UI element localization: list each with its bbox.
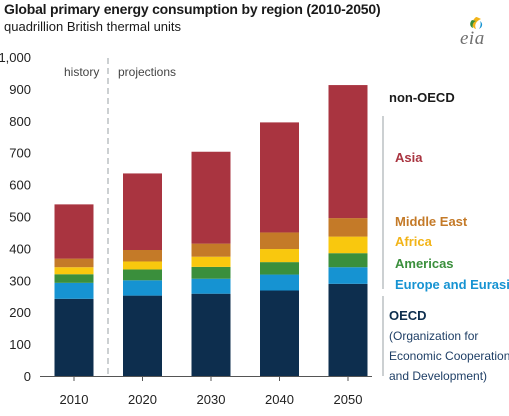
bar-segment xyxy=(260,249,299,263)
bar-segment xyxy=(328,267,368,284)
y-tick-label: 1,000 xyxy=(0,50,31,65)
bar-segment xyxy=(123,261,162,270)
bar-segment xyxy=(123,280,162,296)
y-tick-label: 900 xyxy=(9,82,31,97)
legend-asia: Asia xyxy=(395,150,423,165)
legend-middle-east: Middle East xyxy=(395,214,468,229)
eia-logo-icon xyxy=(470,17,483,29)
bar-segment xyxy=(191,278,231,294)
bar-segment xyxy=(260,262,299,275)
bar-segment xyxy=(54,258,94,268)
legend-non-oecd: non-OECD xyxy=(389,90,455,105)
y-tick-label: 700 xyxy=(9,146,31,161)
chart-subtitle: quadrillion British thermal units xyxy=(4,19,182,34)
legend-oecd: OECD xyxy=(389,308,427,323)
bar-segment xyxy=(54,274,94,283)
y-axis: 0 100 200 300 400 500 600 700 800 900 1,000 xyxy=(0,50,31,384)
bar-segment xyxy=(191,256,231,267)
bar-segment xyxy=(328,85,368,219)
bar-segment xyxy=(54,267,94,275)
bar-segment xyxy=(123,173,162,250)
bar-segment xyxy=(260,232,299,250)
x-tick-label: 2020 xyxy=(128,392,157,407)
bar-segment xyxy=(191,243,231,257)
bar-segment xyxy=(191,293,231,376)
x-tick-label: 2010 xyxy=(60,392,89,407)
bar-segment xyxy=(328,236,368,254)
bar-segment xyxy=(191,266,231,279)
bar-segment xyxy=(328,218,368,237)
legend-oecd-note-line1: (Organization for xyxy=(389,329,478,343)
x-axis: 2010 2020 2030 2040 2050 xyxy=(60,376,363,407)
bar-segment xyxy=(123,269,162,281)
bar-segment xyxy=(328,253,368,268)
bar-segment xyxy=(54,204,94,259)
y-tick-label: 200 xyxy=(9,305,31,320)
bar-segment xyxy=(123,295,162,376)
bar-segment xyxy=(191,151,231,244)
y-tick-label: 0 xyxy=(24,369,31,384)
bar-segment xyxy=(260,274,299,291)
y-tick-label: 600 xyxy=(9,178,31,193)
bar-segment xyxy=(260,290,299,376)
bars xyxy=(54,85,368,376)
bar-segment xyxy=(54,298,94,376)
legend-africa: Africa xyxy=(395,234,433,249)
y-tick-label: 500 xyxy=(9,210,31,225)
y-tick-label: 100 xyxy=(9,337,31,352)
bar-segment xyxy=(123,249,162,262)
y-tick-label: 300 xyxy=(9,273,31,288)
x-tick-label: 2050 xyxy=(334,392,363,407)
eia-logo: eia xyxy=(456,14,496,49)
history-label: history xyxy=(64,65,99,79)
legend-americas: Americas xyxy=(395,256,454,271)
legend-europe-eurasia: Europe and Eurasia xyxy=(395,277,509,292)
y-tick-label: 800 xyxy=(9,114,31,129)
chart-title: Global primary energy consumption by reg… xyxy=(4,1,381,17)
y-tick-label: 400 xyxy=(9,241,31,256)
legend-oecd-note-line2: Economic Cooperation xyxy=(389,349,509,363)
projections-label: projections xyxy=(118,65,176,79)
x-tick-label: 2040 xyxy=(265,392,294,407)
eia-logo-text: eia xyxy=(460,28,485,49)
bar-segment xyxy=(260,122,299,233)
x-tick-label: 2030 xyxy=(197,392,226,407)
bar-segment xyxy=(328,283,368,376)
bar-segment xyxy=(54,282,94,299)
legend-oecd-note-line3: and Development) xyxy=(389,369,487,383)
